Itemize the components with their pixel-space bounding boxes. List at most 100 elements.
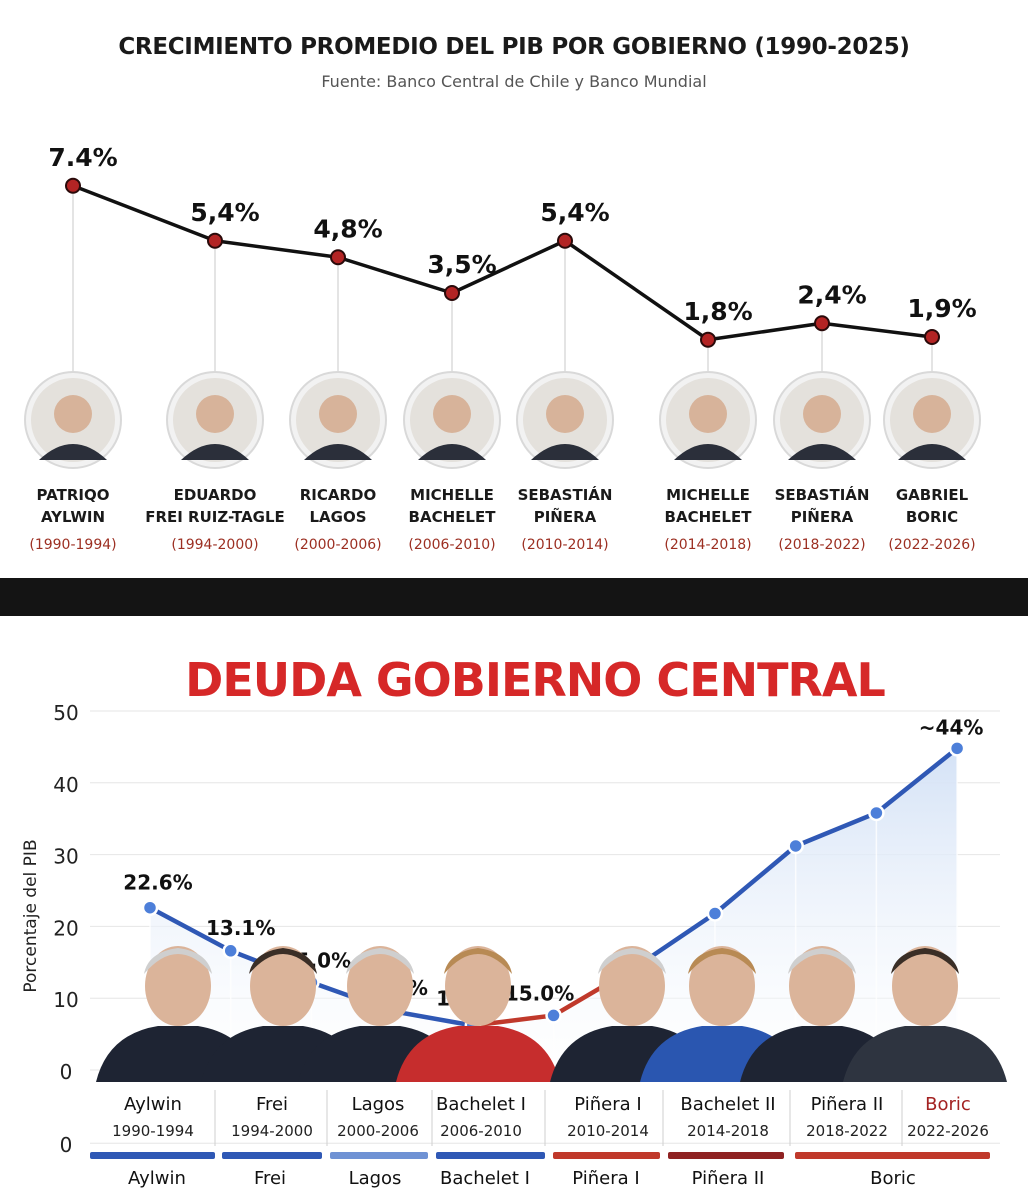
president-period: (2022-2026) xyxy=(888,537,975,553)
president-name-line1: RICARDO xyxy=(300,486,377,504)
period-band-bar xyxy=(222,1152,322,1159)
portrait-face-7 xyxy=(913,395,951,433)
president-period: (2010-2014) xyxy=(521,537,608,553)
period-band-label: Boric xyxy=(870,1168,916,1189)
debt-point-0 xyxy=(141,899,159,916)
y-tick-label: 30 xyxy=(53,845,78,869)
portrait-shoulders-3 xyxy=(418,444,486,460)
president-name-line1: MICHELLE xyxy=(666,486,750,504)
gdp-chart-source: Fuente: Banco Central de Chile y Banco M… xyxy=(321,72,707,91)
gdp-series-line xyxy=(72,184,933,342)
president-name-line2: PIÑERA xyxy=(534,507,597,526)
period-band-bar xyxy=(90,1152,215,1159)
gdp-point-6 xyxy=(814,315,830,332)
debt-point-8 xyxy=(787,837,804,855)
x-label-name: Frei xyxy=(256,1094,288,1115)
president-period: (2014-2018) xyxy=(664,537,751,553)
portrait-face-4 xyxy=(599,946,665,1026)
y-axis-label: Porcentaje del PIB xyxy=(21,839,41,992)
debt-point-label: ~44% xyxy=(919,715,984,739)
x-label-name: Piñera II xyxy=(811,1094,884,1115)
portrait-shoulders-4 xyxy=(531,444,599,460)
portrait-face-0 xyxy=(54,395,92,433)
x-label-name: Piñera I xyxy=(574,1094,641,1115)
portrait-hair-7 xyxy=(891,948,959,974)
x-label-period: 2018-2022 xyxy=(806,1122,888,1140)
president-name-line2: AYLWIN xyxy=(41,508,105,526)
x-label-period: 2010-2014 xyxy=(567,1122,649,1140)
y-tick-label: 0 xyxy=(60,1133,73,1157)
gdp-value-label: 7.4% xyxy=(48,143,117,172)
portrait-face-4 xyxy=(546,395,584,433)
portrait-shoulders-1 xyxy=(181,444,249,460)
x-label-name: Bachelet I xyxy=(436,1094,526,1115)
y-tick-label: 10 xyxy=(53,988,78,1012)
portrait-shoulders-5 xyxy=(674,444,742,460)
debt-point-label: 22.6% xyxy=(123,871,192,895)
debt-panel: 50 40 30 20 10 0 0 Porcentaje del PIB 22.6% 13.1%… xyxy=(0,616,1028,1200)
president-name-line1: SEBASTIÁN xyxy=(518,485,613,504)
period-band-label: Piñera II xyxy=(692,1168,765,1189)
gdp-value-label: 1,9% xyxy=(907,294,976,323)
president-name-line2: LAGOS xyxy=(309,508,366,526)
period-band-bar xyxy=(553,1152,660,1159)
debt-point-7 xyxy=(706,905,724,922)
president-name-line2: PIÑERA xyxy=(791,507,854,526)
gdp-value-label: 1,8% xyxy=(683,297,752,326)
president-name-line1: SEBASTIÁN xyxy=(775,485,870,504)
gdp-value-label: 5,4% xyxy=(190,198,259,227)
portrait-face-2 xyxy=(319,395,357,433)
x-label-period: 2022-2026 xyxy=(907,1122,989,1140)
president-period: (1990-1994) xyxy=(29,537,116,553)
gdp-value-label: 3,5% xyxy=(427,250,496,279)
president-period: (2018-2022) xyxy=(778,537,865,553)
x-label-period: 2000-2006 xyxy=(337,1122,419,1140)
y-tick-label: 20 xyxy=(53,916,78,940)
period-band-label: Lagos xyxy=(349,1168,402,1189)
portrait-hair-0 xyxy=(144,948,212,974)
debt-point-1 xyxy=(222,942,239,960)
gdp-point-0 xyxy=(65,177,81,194)
portrait-hair-5 xyxy=(688,948,756,974)
gdp-point-5 xyxy=(700,331,716,348)
portrait-face-2 xyxy=(347,946,413,1026)
y-tick-label: 0 xyxy=(60,1060,73,1084)
portrait-hair-3 xyxy=(444,948,512,974)
period-band-label: Bachelet I xyxy=(440,1168,530,1189)
period-band-bar xyxy=(330,1152,428,1159)
president-name-line1: MICHELLE xyxy=(410,486,494,504)
gdp-value-label: 4,8% xyxy=(313,214,382,243)
x-label-period: 1990-1994 xyxy=(112,1122,194,1140)
gdp-value-label: 2,4% xyxy=(797,280,866,309)
portrait-shoulders-6 xyxy=(788,444,856,460)
president-name-line2: BACHELET xyxy=(409,508,497,526)
portrait-face-1 xyxy=(196,395,234,433)
president-period: (1994-2000) xyxy=(171,537,258,553)
period-band-bar xyxy=(795,1152,990,1159)
president-name-line2: FREI RUIZ-TAGLE xyxy=(145,508,285,526)
portrait-hair-1 xyxy=(249,948,317,974)
period-band-label: Aylwin xyxy=(128,1168,186,1189)
portrait-hair-2 xyxy=(346,948,414,974)
debt-point-5 xyxy=(545,1007,562,1024)
portrait-face-5 xyxy=(689,395,727,433)
period-band-bar xyxy=(436,1152,545,1159)
portrait-body-3 xyxy=(396,1026,560,1082)
x-label-name: Aylwin xyxy=(124,1094,182,1115)
president-period: (2000-2006) xyxy=(294,537,381,553)
debt-point-9 xyxy=(868,804,885,822)
gdp-point-7 xyxy=(924,329,940,345)
portrait-face-0 xyxy=(145,946,211,1026)
president-name-line1: EDUARDO xyxy=(174,486,257,504)
debt-point-10 xyxy=(948,740,966,757)
president-name-line1: GABRIEL xyxy=(896,486,969,504)
x-label-period: 2014-2018 xyxy=(687,1122,769,1140)
gdp-chart-title: CRECIMIENTO PROMEDIO DEL PIB POR GOBIERN… xyxy=(118,34,910,60)
portrait-body-7 xyxy=(843,1026,1007,1082)
x-label-period: 1994-2000 xyxy=(231,1122,313,1140)
president-name-line2: BACHELET xyxy=(665,508,753,526)
debt-chart: 50 40 30 20 10 0 0 Porcentaje del PIB 22.6% 13.1%… xyxy=(21,653,1007,1189)
x-label-name: Lagos xyxy=(352,1094,405,1115)
portrait-face-3 xyxy=(445,946,511,1026)
gdp-point-4 xyxy=(557,232,573,249)
